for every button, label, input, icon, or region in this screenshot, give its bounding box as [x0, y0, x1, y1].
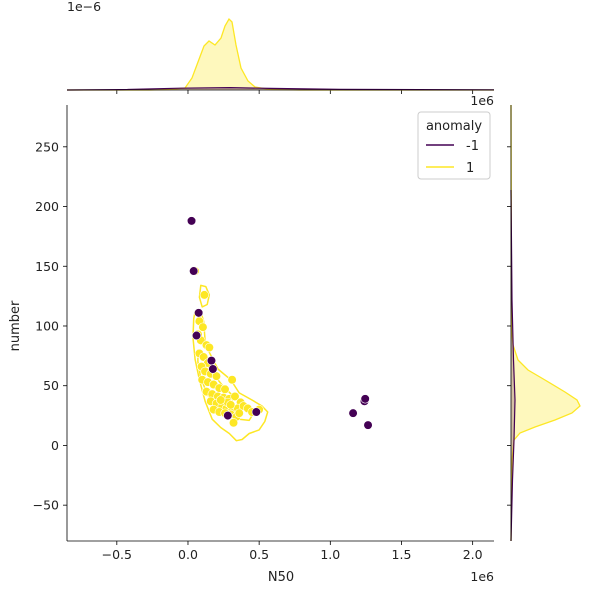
scatter-point-normal: [198, 322, 208, 332]
legend: anomaly -1 1: [417, 111, 491, 180]
x-tick-label: 2.0: [463, 547, 483, 562]
legend-title: anomaly: [426, 119, 482, 134]
right-marginal-offset-label: 1e6: [470, 93, 494, 108]
scatter-point-anomaly: [186, 216, 197, 226]
top-marginal-offset-label: 1e−6: [67, 0, 101, 14]
scatter-point-normal: [216, 395, 226, 405]
right-marginal-panel: [507, 104, 581, 542]
legend-entry-label: 1: [466, 161, 474, 176]
x-tick-label: 1.0: [320, 547, 340, 562]
x-tick-label: 1.5: [392, 547, 412, 562]
scatter-points: [186, 216, 373, 430]
right-marginal-fill-normal: [511, 105, 580, 541]
y-tick-label: 50: [43, 378, 59, 393]
scatter-point-anomaly: [206, 356, 217, 366]
scatter-point-anomaly: [189, 266, 199, 276]
right-marginal-curve-normal: [510, 104, 581, 542]
scatter-point-anomaly: [360, 394, 370, 404]
main-axes: −0.5 0.0 0.5 1.0 1.5 2.0 −50 0 50 100 150 200 250: [33, 105, 494, 562]
scatter-point-anomaly: [194, 308, 204, 318]
contour-small: [198, 284, 211, 308]
scatter-point-normal: [226, 400, 236, 410]
y-tick-label: 150: [35, 259, 59, 274]
scatter-point-normal: [199, 290, 209, 300]
scatter-point-normal: [234, 408, 244, 418]
scatter-point-anomaly: [348, 408, 358, 418]
scatter-point-normal: [230, 391, 240, 402]
y-axis-label: number: [8, 300, 23, 351]
x-axis-label: N50: [268, 570, 294, 585]
x-tick-label: 0.5: [249, 547, 269, 562]
scatter-point-anomaly: [251, 407, 261, 417]
scatter-point-anomaly: [208, 364, 218, 374]
scatter-point-normal: [228, 418, 239, 428]
top-marginal-panel: [66, 17, 495, 94]
y-tick-label: −50: [33, 498, 59, 513]
y-tick-label: 200: [35, 199, 59, 214]
legend-entry-label: -1: [466, 139, 479, 154]
top-marginal-curve-normal: [67, 17, 494, 91]
right-marginal-curve-anomaly: [510, 189, 516, 542]
y-tick-label: 100: [35, 318, 59, 333]
scatter-point-anomaly: [223, 410, 233, 421]
y-tick-label: 0: [51, 438, 59, 453]
y-tick-label: 250: [35, 139, 59, 154]
top-marginal-fill-normal: [67, 19, 494, 90]
scatter-point-normal: [227, 375, 237, 385]
x-tick-label: 0.0: [178, 547, 198, 562]
scatter-point-anomaly: [191, 330, 202, 341]
scatter-point-normal: [220, 384, 230, 394]
scatter-point-normal: [204, 342, 214, 353]
x-tick-label: −0.5: [102, 547, 132, 562]
right-marginal-fill-anomaly: [511, 190, 515, 541]
scatter-point-anomaly: [363, 420, 373, 430]
x-offset-label: 1e6: [470, 569, 494, 584]
